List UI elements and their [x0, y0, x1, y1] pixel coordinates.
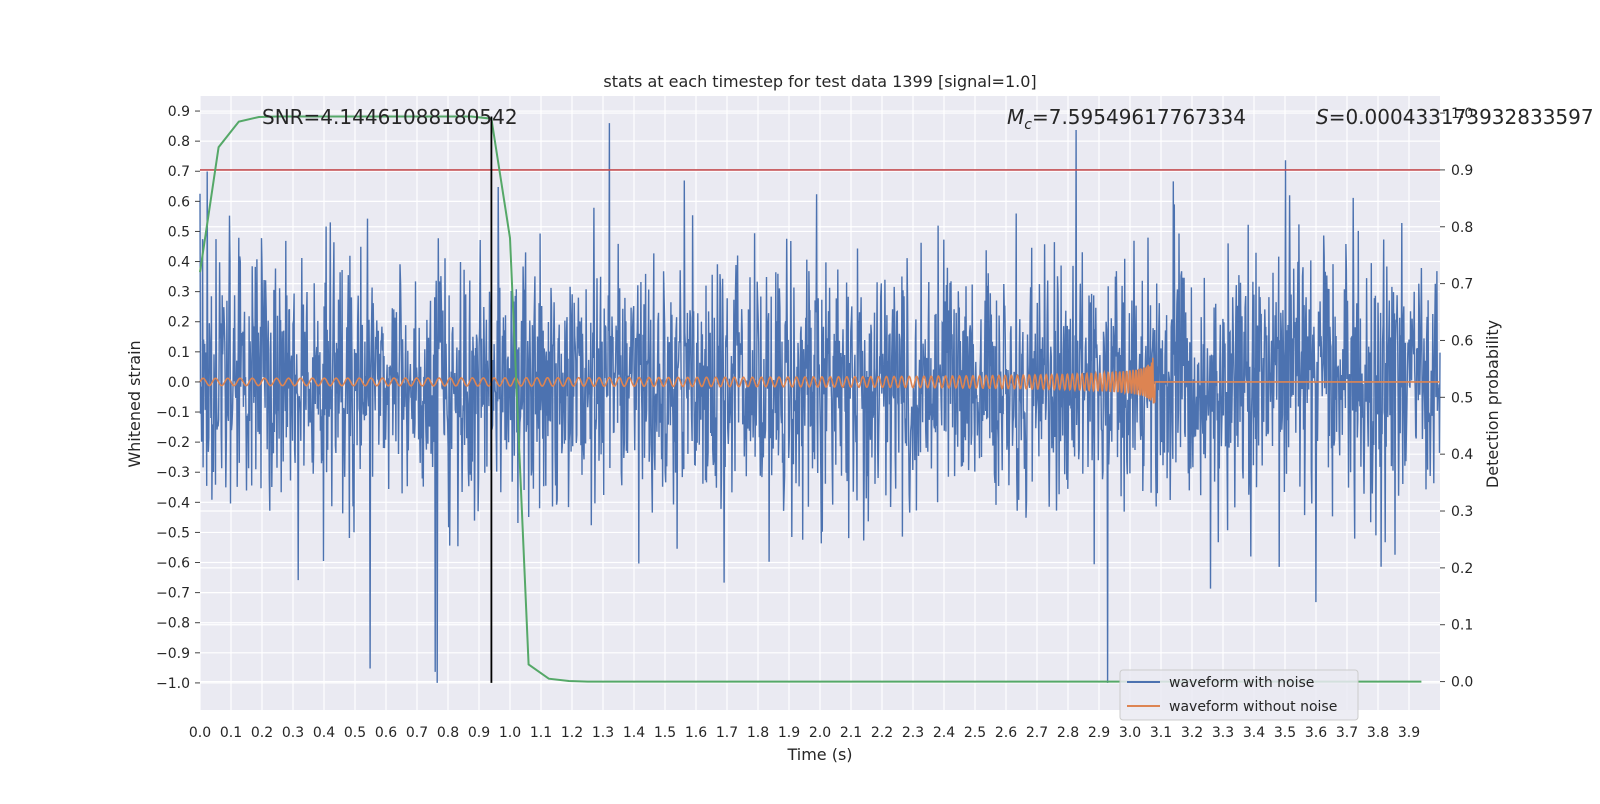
- y-tick-label: 0.1: [168, 345, 190, 361]
- noisy-waveform-line: [199, 123, 1441, 683]
- x-tick-label: 3.3: [1212, 725, 1234, 741]
- x-tick-label: 3.6: [1305, 725, 1327, 741]
- x-tick-label: 3.5: [1274, 725, 1296, 741]
- s-value: =0.000433173932833597: [1329, 105, 1594, 129]
- y2-tick-label: 1.0: [1451, 106, 1473, 122]
- y-tick-label: −0.5: [156, 525, 190, 541]
- x-tick-label: 0.5: [344, 725, 366, 741]
- s-annotation: S=0.000433173932833597: [1316, 105, 1594, 129]
- y-tick-label: 0.3: [168, 285, 190, 301]
- y-axis-label: Whitened strain: [125, 340, 144, 467]
- x-tick-label: 3.2: [1181, 725, 1203, 741]
- x-tick-label: 1.7: [716, 725, 738, 741]
- x-tick-label: 0.6: [375, 725, 397, 741]
- legend-box: [1119, 669, 1359, 721]
- y2-tick-label: 0.8: [1451, 220, 1473, 236]
- x-tick-label: 3.8: [1367, 725, 1389, 741]
- y2-tick-label: 0.1: [1451, 618, 1473, 634]
- s-symbol: S: [1316, 105, 1329, 129]
- x-tick-label: 2.1: [840, 725, 862, 741]
- x-tick-label: 1.2: [561, 725, 583, 741]
- x-tick-label: 0.1: [220, 725, 242, 741]
- x-tick-label: 3.7: [1336, 725, 1358, 741]
- x-tick-label: 3.0: [1119, 725, 1141, 741]
- y-tick-label: 0.8: [168, 134, 190, 150]
- x-tick-label: 2.7: [1026, 725, 1048, 741]
- x-tick-label: 0.4: [313, 725, 335, 741]
- x-tick-label: 2.2: [871, 725, 893, 741]
- x-tick-label: 2.8: [1057, 725, 1079, 741]
- y2-tick-label: 0.0: [1451, 675, 1473, 691]
- x-tick-label: 0.2: [251, 725, 273, 741]
- x-tick-label: 0.7: [406, 725, 428, 741]
- x-tick-label: 1.9: [778, 725, 800, 741]
- clean-series: [199, 357, 1440, 404]
- x-tick-label: 2.0: [809, 725, 831, 741]
- y2-tick-label: 0.9: [1451, 163, 1473, 179]
- x-tick-label: 1.4: [623, 725, 645, 741]
- y2-tick-labels: 1.0 0.9 0.8 0.7 0.6 0.5 0.4 0.3 0.2 0.1 0.0: [1440, 106, 1473, 691]
- y-tick-label: 0.4: [168, 255, 190, 271]
- x-tick-label: 1.0: [499, 725, 521, 741]
- x-tick-label: 0.8: [437, 725, 459, 741]
- x-axis-label: Time (s): [786, 745, 852, 764]
- y2-tick-label: 0.2: [1451, 561, 1473, 577]
- y-tick-label: 0.2: [168, 315, 190, 331]
- y2-tick-label: 0.4: [1451, 447, 1473, 463]
- clean-waveform-line: [199, 357, 1440, 404]
- chirp-mass-symbol: M: [1007, 105, 1024, 129]
- y-gridlines: [200, 110, 1440, 684]
- y-tick-label: 0.9: [168, 104, 190, 120]
- x-tick-label: 2.5: [964, 725, 986, 741]
- y-tick-label: −0.7: [156, 586, 190, 602]
- chirp-mass-value: =7.59549617767334: [1032, 105, 1246, 129]
- chart-title: stats at each timestep for test data 139…: [603, 72, 1036, 91]
- x-tick-label: 1.3: [592, 725, 614, 741]
- y-tick-label: −1.0: [156, 676, 190, 692]
- y2-tick-label: 0.7: [1451, 277, 1473, 293]
- x-tick-label: 0.3: [282, 725, 304, 741]
- probability-series: [199, 115, 1422, 683]
- legend: waveform with noise waveform without noi…: [1119, 669, 1359, 721]
- y2-tick-label: 0.3: [1451, 504, 1473, 520]
- noisy-series: [199, 123, 1441, 683]
- x-tick-label: 3.1: [1150, 725, 1172, 741]
- y-tick-label: −0.6: [156, 556, 190, 572]
- x-tick-label: 2.4: [933, 725, 955, 741]
- y-tick-label: −0.2: [156, 435, 190, 451]
- x-tick-label: 2.3: [902, 725, 924, 741]
- x-tick-label: 1.5: [654, 725, 676, 741]
- x-tick-label: 2.9: [1088, 725, 1110, 741]
- legend-noisy-label: waveform with noise: [1169, 675, 1314, 691]
- y2-tick-label: 0.5: [1451, 390, 1473, 406]
- x-tick-label: 0.0: [189, 725, 211, 741]
- y-tick-label: 0.0: [168, 375, 190, 391]
- y-tick-label: 0.6: [168, 194, 190, 210]
- snr-annotation: SNR=4.14461088180542: [262, 105, 518, 129]
- y-tick-label: −0.9: [156, 646, 190, 662]
- y-tick-label: −0.8: [156, 616, 190, 632]
- probability-line: [199, 115, 1422, 683]
- chirp-mass-subscript: c: [1024, 117, 1032, 133]
- x-tick-label: 0.9: [468, 725, 490, 741]
- x-tick-label: 3.4: [1243, 725, 1265, 741]
- x-tick-labels: 0.0 0.1 0.2 0.3 0.4 0.5 0.6 0.7 0.8 0.9 1.0 1.1 1.2 1…: [189, 725, 1420, 741]
- x-tick-label: 1.8: [747, 725, 769, 741]
- chirp-mass-annotation: Mc=7.59549617767334: [1007, 105, 1246, 133]
- y2-axis-label: Detection probability: [1483, 320, 1502, 488]
- legend-clean-label: waveform without noise: [1169, 699, 1337, 715]
- y-tick-label: 0.5: [168, 224, 190, 240]
- y-tick-label: −0.4: [156, 495, 190, 511]
- y-tick-label: 0.7: [168, 164, 190, 180]
- y-tick-labels: 0.9 0.8 0.7 0.6 0.5 0.4 0.3 0.2 0.1 0.0 −0.1 −0.2 −0…: [156, 104, 200, 692]
- x-tick-label: 3.9: [1398, 725, 1420, 741]
- y-tick-label: −0.1: [156, 405, 190, 421]
- x-tick-label: 2.6: [995, 725, 1017, 741]
- y-tick-label: −0.3: [156, 465, 190, 481]
- x-tick-label: 1.6: [685, 725, 707, 741]
- x-tick-label: 1.1: [530, 725, 552, 741]
- y2-tick-label: 0.6: [1451, 333, 1473, 349]
